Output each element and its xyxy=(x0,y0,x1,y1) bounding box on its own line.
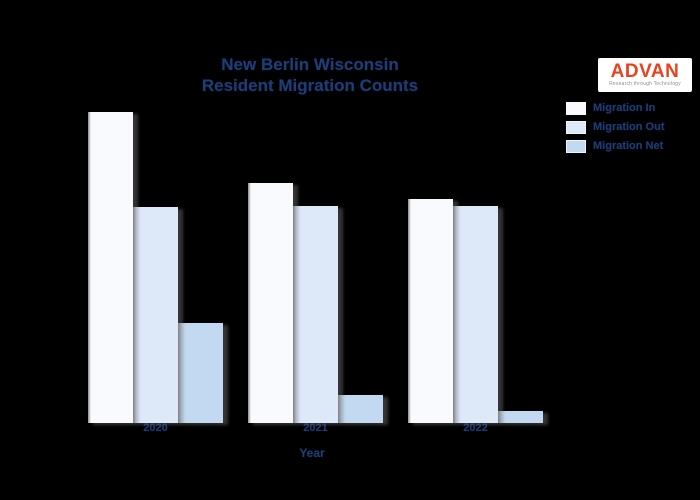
bar-migration-in-2021 xyxy=(248,183,293,423)
x-axis-title: Year xyxy=(299,446,325,460)
x-tick-2020: 2020 xyxy=(143,422,168,434)
bar-migration-net-2020 xyxy=(178,323,223,423)
chart-title-line2: Resident Migration Counts xyxy=(201,76,419,95)
bar-migration-in-2022 xyxy=(408,199,453,423)
x-tick-2021: 2021 xyxy=(303,422,328,434)
legend-item-migration-out: Migration Out xyxy=(566,120,665,134)
legend-label: Migration Out xyxy=(593,121,665,133)
legend-label: Migration In xyxy=(593,102,656,114)
legend-label: Migration Net xyxy=(593,140,664,152)
bar-migration-net-2022 xyxy=(498,411,543,423)
legend-swatch-migration-in xyxy=(566,101,586,115)
legend-item-migration-net: Migration Net xyxy=(566,139,665,153)
legend-swatch-migration-out xyxy=(566,120,586,134)
legend-item-migration-in: Migration In xyxy=(566,101,665,115)
advan-logo: ADVAN Research through Technology xyxy=(598,58,692,92)
advan-logo-tagline: Research through Technology xyxy=(609,81,681,87)
chart-legend: Migration In Migration Out Migration Net xyxy=(566,101,665,153)
legend-swatch-migration-net xyxy=(566,139,586,153)
bar-migration-net-2021 xyxy=(338,395,383,423)
chart-title-line1: New Berlin Wisconsin xyxy=(221,55,399,74)
advan-logo-text: ADVAN xyxy=(610,61,680,82)
chart-title: New Berlin Wisconsin Resident Migration … xyxy=(202,54,418,96)
bar-migration-out-2022 xyxy=(453,206,498,423)
bar-migration-out-2021 xyxy=(293,206,338,423)
bar-migration-in-2020 xyxy=(88,112,133,423)
bar-migration-out-2020 xyxy=(133,207,178,423)
x-tick-2022: 2022 xyxy=(463,422,488,434)
